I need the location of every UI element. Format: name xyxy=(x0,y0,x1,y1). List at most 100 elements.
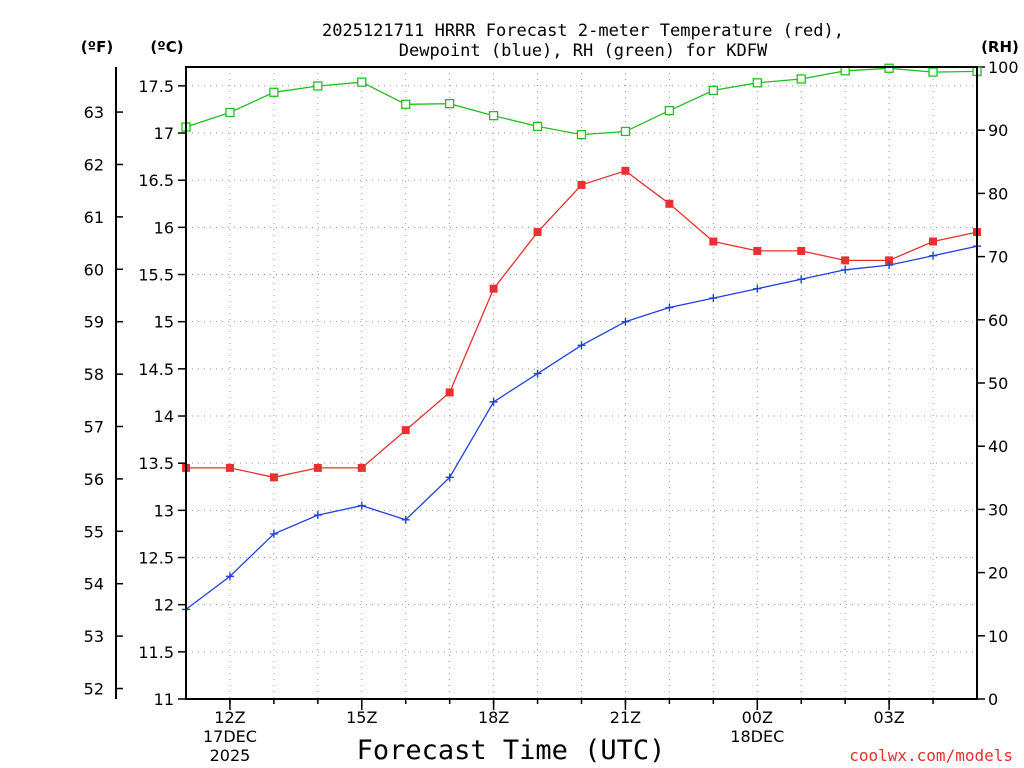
dewpoint-point xyxy=(357,501,366,510)
rh-tick-label: 0 xyxy=(988,690,998,709)
rh-tick-label: 20 xyxy=(988,564,1008,583)
x-tick-label: 12Z xyxy=(214,708,245,727)
fahrenheit-tick-label: 62 xyxy=(84,155,104,174)
plot-frame xyxy=(185,66,978,700)
celsius-tick-label: 14 xyxy=(154,407,174,426)
temperature-point xyxy=(269,473,278,482)
celsius-tick-label: 16 xyxy=(154,218,174,237)
rh-point xyxy=(752,78,762,88)
celsius-unit-label: (ºC) xyxy=(150,38,183,56)
dewpoint-point xyxy=(401,515,410,524)
rh-point xyxy=(884,63,894,73)
dewpoint-point xyxy=(313,511,322,520)
celsius-tick-label: 17.5 xyxy=(138,77,174,96)
dewpoint-point xyxy=(753,284,762,293)
x-tick-label: 21Z xyxy=(610,708,641,727)
fahrenheit-tick-label: 58 xyxy=(84,365,104,384)
fahrenheit-unit-label: (ºF) xyxy=(81,38,113,56)
celsius-tick-label: 16.5 xyxy=(138,171,174,190)
dewpoint-point xyxy=(841,265,850,274)
rh-point xyxy=(488,111,499,121)
temperature-point xyxy=(841,256,850,265)
temperature-point xyxy=(445,388,454,397)
rh-point xyxy=(928,67,938,77)
celsius-tick-label: 11.5 xyxy=(138,643,174,662)
rh-tick-label: 60 xyxy=(988,311,1008,330)
temperature-point xyxy=(621,166,630,175)
temperature-point xyxy=(313,463,322,472)
rh-unit-label: (RH) xyxy=(981,38,1019,56)
temperature-point xyxy=(753,246,762,255)
celsius-tick-label: 14.5 xyxy=(138,360,174,379)
rh-tick-label: 100 xyxy=(988,58,1019,77)
celsius-tick-label: 15 xyxy=(154,313,174,332)
dewpoint-point xyxy=(665,303,674,312)
rh-point xyxy=(269,87,279,97)
temperature-point xyxy=(401,426,410,435)
dewpoint-point xyxy=(225,572,234,581)
fahrenheit-tick-label: 57 xyxy=(84,417,104,436)
rh-point xyxy=(576,129,587,140)
rh-point xyxy=(620,126,631,137)
rh-point xyxy=(708,85,718,96)
dewpoint-point xyxy=(269,529,278,538)
temperature-point xyxy=(357,463,366,472)
temperature-point xyxy=(225,463,234,472)
x-tick-label: 03Z xyxy=(873,708,904,727)
rh-tick-label: 10 xyxy=(988,627,1008,646)
celsius-tick-label: 12.5 xyxy=(138,549,174,568)
temperature-point xyxy=(577,180,586,189)
rh-point xyxy=(357,77,367,87)
fahrenheit-tick-label: 60 xyxy=(84,260,104,279)
x-tick-year-label: 2025 xyxy=(210,746,251,765)
dewpoint-point xyxy=(489,397,498,406)
x-tick-date-label: 17DEC xyxy=(203,727,257,746)
dewpoint-point xyxy=(797,275,806,284)
rh-point xyxy=(664,105,675,116)
dewpoint-point xyxy=(533,369,542,378)
temperature-point xyxy=(533,228,542,237)
temperature-point xyxy=(709,237,718,246)
rh-point xyxy=(445,99,455,109)
fahrenheit-tick-label: 56 xyxy=(84,470,104,489)
fahrenheit-tick-label: 59 xyxy=(84,313,104,332)
celsius-tick-label: 12 xyxy=(154,596,174,615)
celsius-tick-label: 13 xyxy=(154,501,174,520)
rh-point xyxy=(401,99,411,109)
credit-text: coolwx.com/models xyxy=(849,746,1013,765)
temperature-point xyxy=(489,284,498,293)
celsius-tick-label: 11 xyxy=(154,690,174,709)
x-tick-label: 18Z xyxy=(478,708,509,727)
dewpoint-point xyxy=(885,261,894,270)
temperature-point xyxy=(797,246,806,255)
rh-point xyxy=(796,74,806,84)
rh-point xyxy=(532,121,543,132)
dewpoint-point xyxy=(929,251,938,260)
fahrenheit-tick-label: 63 xyxy=(84,103,104,122)
x-tick-label: 15Z xyxy=(346,708,377,727)
rh-tick-label: 40 xyxy=(988,437,1008,456)
dewpoint-point xyxy=(709,294,718,303)
dewpoint-point xyxy=(445,473,454,482)
rh-point xyxy=(225,107,235,118)
x-tick-date-label: 18DEC xyxy=(730,727,784,746)
fahrenheit-tick-label: 61 xyxy=(84,208,104,227)
celsius-tick-label: 13.5 xyxy=(138,454,174,473)
fahrenheit-tick-label: 52 xyxy=(84,680,104,699)
rh-point xyxy=(313,81,323,91)
dewpoint-point xyxy=(577,341,586,350)
rh-tick-label: 90 xyxy=(988,121,1008,140)
rh-tick-label: 30 xyxy=(988,500,1008,519)
rh-tick-label: 80 xyxy=(988,184,1008,203)
temperature-point xyxy=(929,237,938,246)
chart-title-line2: Dewpoint (blue), RH (green) for KDFW xyxy=(399,41,768,61)
fahrenheit-tick-label: 55 xyxy=(84,522,104,541)
fahrenheit-tick-label: 54 xyxy=(84,575,104,594)
rh-tick-label: 70 xyxy=(988,248,1008,267)
x-tick-label: 00Z xyxy=(742,708,773,727)
celsius-tick-label: 15.5 xyxy=(138,266,174,285)
chart-title-line1: 2025121711 HRRR Forecast 2-meter Tempera… xyxy=(322,21,844,41)
x-axis-label: Forecast Time (UTC) xyxy=(357,735,666,766)
rh-tick-label: 50 xyxy=(988,374,1008,393)
